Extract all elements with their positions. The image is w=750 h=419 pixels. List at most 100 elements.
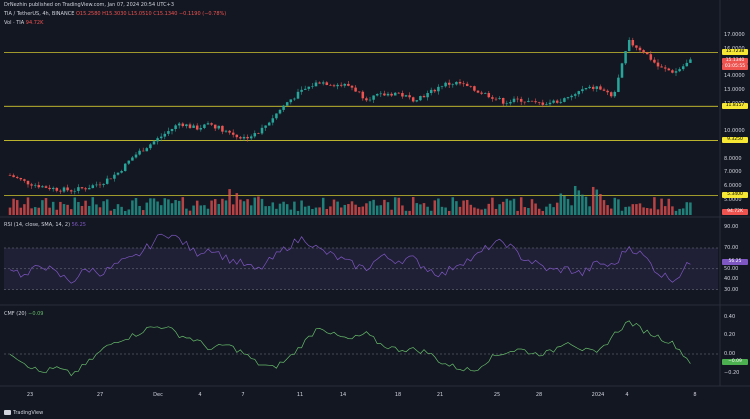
volume-bar: [228, 189, 231, 215]
time-tick-label: 28: [535, 392, 543, 398]
candle-body: [433, 89, 437, 92]
candle-body: [361, 91, 365, 99]
candle-body: [253, 133, 257, 137]
volume-bar: [469, 204, 473, 215]
volume-bar: [516, 210, 519, 215]
candle-body: [314, 82, 318, 87]
volume-bar: [15, 200, 19, 215]
candle-body: [170, 128, 174, 132]
candle-body: [73, 190, 77, 192]
cmf-tick-label: −0.20: [724, 369, 740, 376]
candle-body: [681, 66, 685, 70]
volume-bar: [419, 204, 422, 215]
candle-body: [224, 130, 228, 132]
candle-body: [123, 163, 127, 171]
symbol-legend: TIA / TetherUS, 4h, BINANCE O15.2580 H15…: [4, 11, 226, 17]
candle-body: [545, 104, 548, 105]
volume-bar: [617, 199, 620, 215]
candle-body: [8, 175, 12, 176]
volume-bar: [311, 208, 314, 215]
volume-bar: [656, 209, 660, 215]
candle-body: [239, 137, 242, 139]
volume-bar: [224, 200, 228, 215]
volume-bar: [120, 206, 123, 215]
candle-body: [505, 103, 509, 105]
volume-bar: [591, 186, 595, 215]
volume-bar: [41, 200, 44, 215]
candle-body: [375, 94, 379, 96]
candle-body: [260, 127, 264, 134]
price-tick-label: 8.0000: [724, 155, 742, 162]
price-tag: 11.8157: [722, 103, 748, 110]
candle-body: [84, 188, 87, 190]
candle-body: [77, 187, 80, 191]
volume-bar: [671, 206, 674, 215]
volume-bar: [282, 201, 285, 215]
volume-bar: [422, 203, 426, 215]
candle-body: [491, 97, 494, 99]
volume-bar: [242, 201, 246, 215]
candle-body: [354, 87, 357, 92]
volume-bar: [433, 200, 437, 215]
volume-bar: [563, 195, 566, 215]
candle-body: [69, 190, 73, 192]
candle-body: [408, 95, 411, 98]
candle-body: [321, 82, 325, 84]
candle-body: [415, 100, 419, 102]
candle-body: [509, 102, 512, 104]
volume-bar: [188, 210, 192, 215]
price-tick-label: 14.0000: [724, 73, 745, 80]
candle-body: [113, 174, 116, 179]
candle-body: [620, 63, 624, 78]
candle-body: [177, 123, 181, 126]
volume-bar: [80, 205, 84, 215]
volume-bar: [271, 202, 275, 215]
candle-body: [181, 123, 185, 127]
volume-bar: [167, 199, 170, 215]
volume-bar: [501, 201, 505, 215]
volume-bar: [314, 207, 318, 215]
candle-body: [642, 50, 645, 53]
candle-body: [473, 86, 476, 91]
price-tick-label: 7.0000: [724, 169, 742, 176]
candle-body: [285, 102, 289, 106]
candle-body: [120, 170, 123, 173]
candle-body: [588, 86, 591, 89]
rsi-tick-label: 50.00: [724, 265, 739, 272]
candle-body: [501, 98, 505, 104]
candle-body: [242, 136, 246, 139]
candle-body: [235, 134, 239, 138]
candle-body: [167, 131, 170, 134]
volume-bar: [437, 198, 440, 215]
volume-bar: [105, 199, 109, 215]
volume-bar: [440, 206, 444, 215]
volume-bar: [620, 210, 624, 215]
footer-brand[interactable]: TradingView: [4, 410, 43, 416]
volume-bar: [523, 207, 527, 215]
volume-bar: [26, 197, 30, 215]
volume-bar: [447, 210, 451, 215]
candle-body: [397, 92, 401, 94]
volume-bar: [476, 208, 480, 215]
volume-bar: [397, 197, 401, 215]
candle-body: [667, 68, 671, 71]
volume-bar: [606, 205, 609, 215]
time-tick-label: 25: [493, 392, 501, 398]
volume-bar: [498, 204, 501, 215]
price-tag: 5.3400: [722, 192, 748, 199]
volume-bar: [77, 202, 80, 215]
candle-body: [275, 113, 278, 119]
volume-bar: [138, 205, 141, 215]
volume-bar: [30, 208, 33, 215]
candle-body: [480, 92, 483, 94]
candle-body: [451, 84, 455, 86]
candle-body: [537, 102, 541, 103]
volume-bar: [368, 201, 372, 215]
candle-body: [336, 84, 339, 87]
candle-body: [426, 93, 429, 98]
candle-body: [44, 186, 48, 188]
candle-body: [289, 99, 293, 103]
volume-bar: [296, 210, 300, 215]
candle-body: [62, 187, 66, 192]
